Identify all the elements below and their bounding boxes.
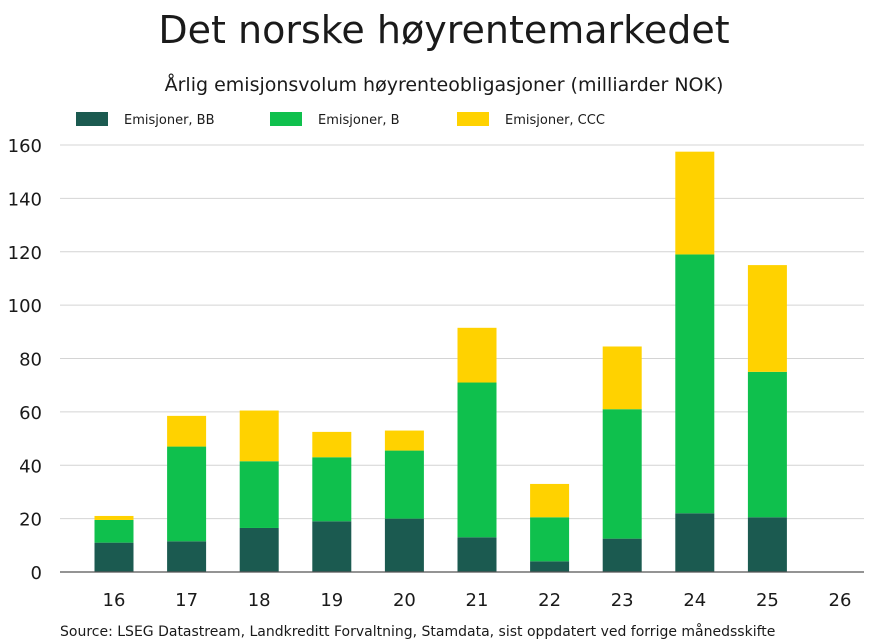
bar-emisjoner-bb-16	[94, 542, 134, 572]
bar-emisjoner-bb-23	[602, 538, 642, 572]
x-tick-label: 17	[175, 590, 198, 611]
x-tick-label: 24	[683, 590, 706, 611]
y-tick-label: 120	[8, 243, 42, 264]
y-axis-tick-labels: 0 20 40 60 80 100 120 140 160	[8, 136, 42, 584]
bar-emisjoner-bb-24	[675, 513, 715, 572]
x-tick-label: 16	[103, 590, 126, 611]
legend: Emisjoner, BB Emisjoner, B Emisjoner, CCC	[76, 112, 605, 128]
x-tick-label: 26	[829, 590, 852, 611]
bar-emisjoner-bb-21	[457, 537, 497, 572]
x-tick-label: 22	[538, 590, 561, 611]
bar-emisjoner-b-16	[94, 519, 134, 543]
source-note: Source: LSEG Datastream, Landkreditt For…	[60, 624, 776, 640]
chart-title: Det norske høyrentemarkedet	[158, 8, 730, 52]
bar-emisjoner-b-21	[457, 382, 497, 538]
y-tick-label: 160	[8, 136, 42, 157]
x-tick-label: 19	[320, 590, 343, 611]
bar-emisjoner-ccc-19	[312, 431, 352, 458]
bar-emisjoner-b-18	[239, 461, 279, 528]
bar-emisjoner-bb-25	[747, 517, 787, 572]
bars	[94, 151, 787, 572]
bar-emisjoner-bb-17	[167, 541, 207, 572]
y-tick-label: 40	[19, 456, 42, 477]
legend-label: Emisjoner, BB	[124, 113, 215, 128]
bar-emisjoner-ccc-25	[747, 265, 787, 372]
y-tick-label: 100	[8, 296, 42, 317]
x-tick-label: 23	[611, 590, 634, 611]
bar-emisjoner-b-17	[167, 446, 207, 542]
y-tick-label: 140	[8, 189, 42, 210]
legend-swatch	[76, 112, 108, 126]
legend-swatch	[270, 112, 302, 126]
bar-emisjoner-ccc-23	[602, 346, 642, 410]
y-tick-label: 60	[19, 403, 42, 424]
legend-swatch	[457, 112, 489, 126]
bar-emisjoner-ccc-18	[239, 410, 279, 462]
bar-emisjoner-ccc-22	[530, 483, 570, 518]
chart-subtitle: Årlig emisjonsvolum høyrenteobligasjoner…	[164, 74, 724, 96]
bar-emisjoner-bb-19	[312, 521, 352, 572]
legend-label: Emisjoner, CCC	[505, 113, 605, 128]
bar-emisjoner-ccc-24	[675, 151, 715, 255]
bar-emisjoner-b-23	[602, 409, 642, 539]
bar-emisjoner-b-25	[747, 371, 787, 518]
legend-label: Emisjoner, B	[318, 113, 400, 128]
bar-emisjoner-b-24	[675, 254, 715, 514]
y-tick-label: 20	[19, 510, 42, 531]
bar-emisjoner-bb-18	[239, 527, 279, 572]
bar-emisjoner-b-22	[530, 517, 570, 562]
x-tick-label: 25	[756, 590, 779, 611]
y-tick-label: 80	[19, 350, 42, 371]
x-axis-tick-labels: 16 17 18 19 20 21 22 23 24 25 26	[103, 590, 852, 611]
bar-emisjoner-b-20	[384, 450, 424, 519]
bar-emisjoner-b-19	[312, 457, 352, 522]
bar-emisjoner-ccc-16	[94, 515, 134, 520]
x-tick-label: 21	[466, 590, 489, 611]
x-tick-label: 20	[393, 590, 416, 611]
bar-emisjoner-ccc-21	[457, 327, 497, 383]
bar-emisjoner-bb-20	[384, 518, 424, 572]
bar-emisjoner-bb-22	[530, 561, 570, 572]
bar-emisjoner-ccc-17	[167, 415, 207, 447]
bar-emisjoner-ccc-20	[384, 430, 424, 451]
y-tick-label: 0	[31, 563, 42, 584]
x-tick-label: 18	[248, 590, 271, 611]
